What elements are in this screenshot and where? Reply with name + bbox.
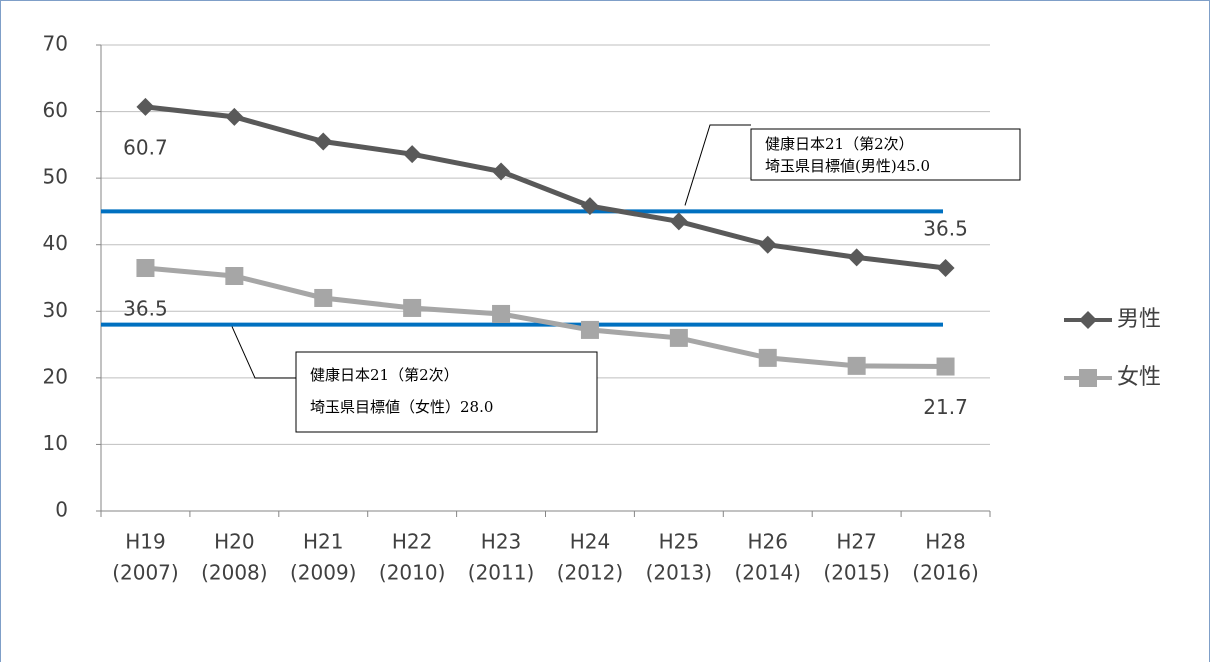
point	[136, 97, 155, 116]
point	[403, 298, 422, 317]
data-label: 21.7	[923, 395, 968, 419]
x-tick-label: (2013)	[646, 561, 713, 585]
point	[314, 132, 333, 151]
point	[1079, 311, 1097, 329]
point	[847, 248, 866, 267]
point	[225, 267, 244, 286]
x-tick-label: (2014)	[734, 561, 801, 585]
note-text: 健康日本21（第2次）	[765, 135, 914, 153]
y-tick-label: 40	[43, 231, 68, 255]
y-tick-label: 30	[43, 298, 68, 322]
point	[758, 348, 777, 367]
x-tick-label: H25	[659, 530, 700, 554]
note-text: 埼玉県目標値(男性)45.0	[765, 157, 930, 175]
y-tick-label: 50	[43, 165, 68, 189]
data-label: 36.5	[923, 217, 968, 241]
point	[403, 145, 422, 164]
x-tick-label: (2010)	[379, 561, 446, 585]
series-line	[145, 265, 946, 370]
point	[669, 328, 688, 347]
point	[225, 107, 244, 126]
y-tick-label: 20	[43, 364, 68, 388]
x-tick-label: H20	[214, 530, 255, 554]
legend-label: 男性	[1117, 307, 1161, 332]
x-tick-label: H24	[570, 530, 611, 554]
y-tick-label: 70	[43, 32, 68, 56]
point	[936, 259, 955, 278]
y-tick-label: 10	[43, 431, 68, 455]
x-tick-label: (2009)	[290, 561, 357, 585]
x-tick-label: H22	[392, 530, 433, 554]
data-label: 36.5	[123, 297, 168, 321]
point	[936, 357, 955, 376]
x-tick-label: (2007)	[112, 561, 179, 585]
x-tick-label: (2016)	[912, 561, 979, 585]
x-tick-label: H27	[836, 530, 877, 554]
x-tick-label: (2012)	[557, 561, 624, 585]
x-tick-label: (2015)	[823, 561, 890, 585]
x-tick-label: (2011)	[468, 561, 535, 585]
y-tick-label: 60	[43, 98, 68, 122]
leader-line	[231, 326, 296, 379]
point	[669, 212, 688, 231]
note-text: 健康日本21（第2次）	[310, 366, 459, 384]
x-tick-label: H23	[481, 530, 522, 554]
note-text: 埼玉県目標値（女性）28.0	[310, 398, 493, 416]
x-tick-label: H26	[748, 530, 789, 554]
point	[314, 288, 333, 307]
legend-label: 女性	[1117, 365, 1161, 390]
point	[580, 197, 599, 216]
data-label: 60.7	[123, 135, 168, 159]
x-tick-label: H28	[925, 530, 966, 554]
y-tick-label: 0	[55, 498, 68, 522]
point	[492, 162, 511, 181]
point	[136, 259, 155, 278]
point	[492, 304, 511, 323]
x-tick-label: H19	[125, 530, 166, 554]
x-tick-label: H21	[303, 530, 344, 554]
point	[758, 235, 777, 254]
point	[847, 356, 866, 375]
note-box	[750, 128, 1021, 181]
leader-line	[684, 124, 751, 206]
series-line	[145, 104, 946, 271]
note-box	[295, 351, 598, 433]
point	[580, 320, 599, 339]
point	[1079, 369, 1097, 387]
x-tick-label: (2008)	[201, 561, 268, 585]
